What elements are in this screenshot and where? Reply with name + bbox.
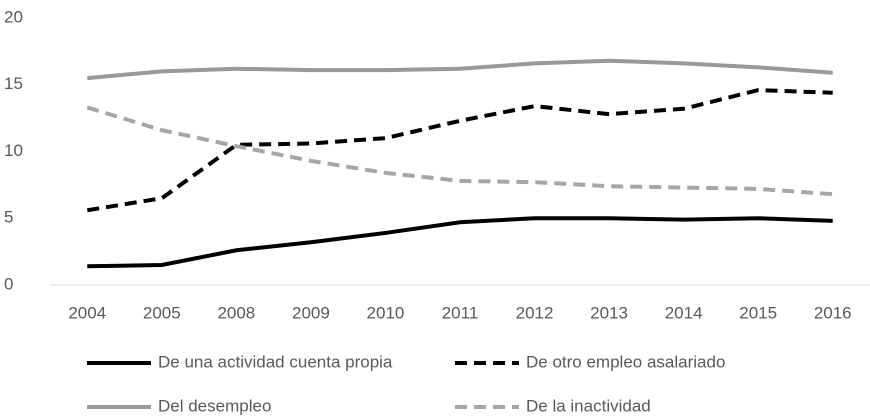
y-tick-label: 20 — [4, 7, 23, 26]
y-tick-label: 15 — [4, 74, 23, 93]
x-tick-label: 2012 — [516, 303, 554, 322]
series-line — [87, 58, 833, 81]
y-tick-label: 5 — [4, 208, 13, 227]
y-tick-label: 10 — [4, 141, 23, 160]
legend-label: Del desempleo — [158, 396, 271, 415]
legend-label: De la inactividad — [526, 396, 651, 415]
x-tick-label: 2015 — [739, 303, 777, 322]
x-tick-label: 2014 — [665, 303, 703, 322]
x-tick-label: 2005 — [143, 303, 181, 322]
x-tick-label: 2004 — [68, 303, 106, 322]
y-tick-label: 0 — [4, 274, 13, 293]
series-line — [86, 88, 833, 213]
x-tick-label: 2016 — [814, 303, 852, 322]
series-line — [87, 216, 833, 269]
legend-label: De otro empleo asalariado — [526, 352, 725, 371]
x-tick-label: 2009 — [292, 303, 330, 322]
x-tick-label: 2011 — [442, 303, 479, 322]
series-line — [86, 105, 833, 197]
x-tick-label: 2013 — [590, 303, 628, 322]
legend-label: De una actividad cuenta propia — [158, 352, 393, 371]
x-tick-label: 2008 — [217, 303, 255, 322]
x-tick-label: 2010 — [367, 303, 405, 322]
